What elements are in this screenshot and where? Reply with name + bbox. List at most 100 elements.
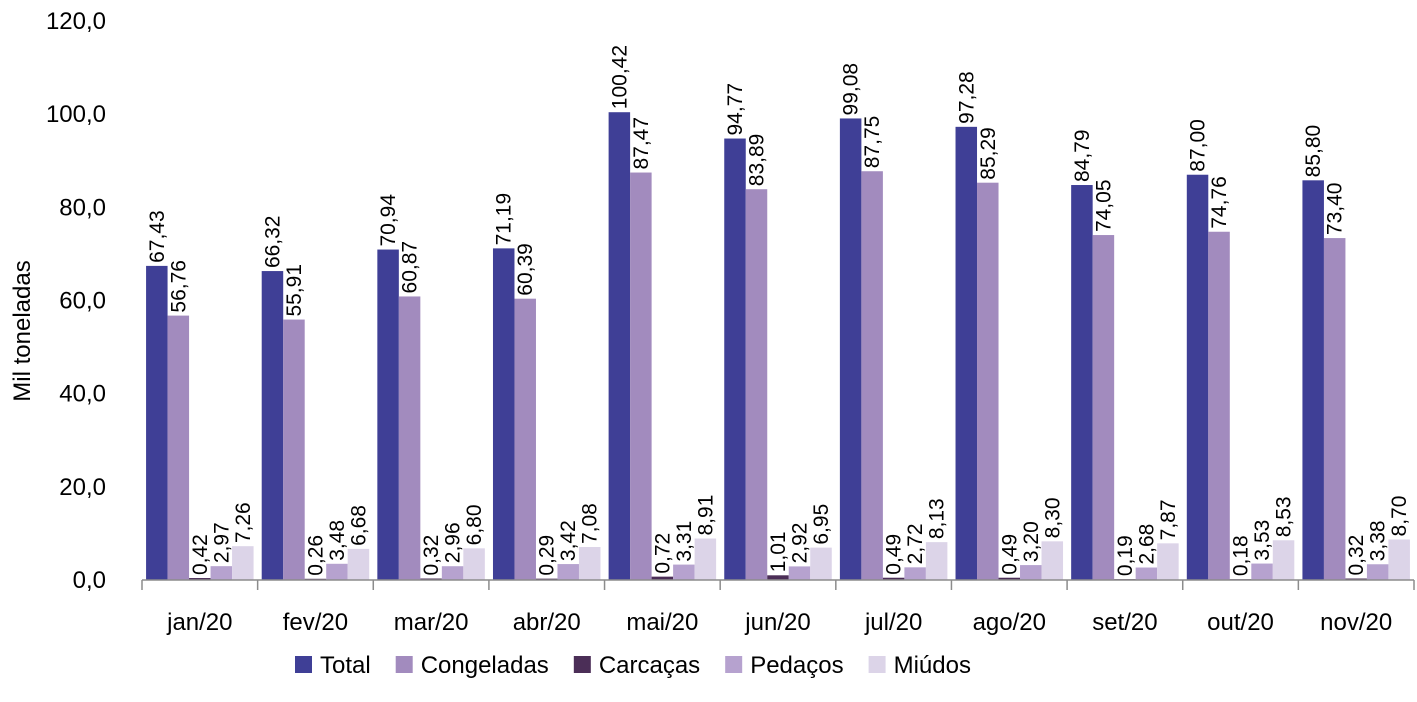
data-label: 84,79 [1071,129,1094,182]
x-tick-label: jun/20 [744,609,810,636]
bar [210,566,233,580]
bars [146,112,1410,581]
bar [673,564,695,580]
bar [998,577,1021,580]
data-label: 7,26 [232,502,255,543]
y-tick-label: 100,0 [46,101,106,128]
data-label: 2,92 [789,523,812,564]
data-label: 97,28 [955,71,978,124]
bar [904,567,926,580]
bar [767,575,789,580]
bar [283,319,305,580]
data-label: 2,72 [904,523,927,564]
data-label: 74,76 [1208,176,1231,229]
bar [1157,543,1179,580]
data-label: 0,42 [189,534,212,575]
data-label: 0,49 [998,534,1021,575]
bar [882,577,905,580]
legend-swatch [395,656,413,673]
y-tick-label: 60,0 [59,288,106,315]
y-tick-label: 0,0 [73,567,106,594]
legend-swatch [573,656,591,673]
data-label: 3,53 [1251,520,1274,561]
data-label: 94,77 [724,83,747,136]
x-tick-label: mai/20 [626,609,698,636]
bar [441,566,464,580]
y-tick-label: 120,0 [46,8,106,35]
bar [514,298,536,580]
x-tick-label: jan/20 [166,609,232,636]
bar [1020,565,1042,580]
data-label: 85,80 [1302,125,1325,178]
data-label: 74,05 [1092,179,1115,232]
bar [1135,567,1158,580]
bar [1071,185,1093,581]
bar [810,547,832,580]
data-label: 3,20 [1020,521,1043,562]
bar [745,189,768,581]
data-label: 2,68 [1135,524,1158,565]
data-labels: 67,43 66,32 70,94 71,19 100,42 94,77 99,08 97,2… [146,45,1411,576]
bar [492,248,515,581]
bar [955,126,978,580]
data-label: 0,72 [651,533,674,574]
bar [463,548,485,580]
bar [1208,231,1230,581]
data-label: 55,91 [283,264,306,317]
data-label: 8,13 [926,498,949,539]
data-label: 73,40 [1324,183,1347,236]
bar [189,578,211,580]
legend-label: Total [320,652,371,679]
data-label: 6,68 [347,505,370,546]
data-label: 60,39 [514,243,537,296]
bar [1041,541,1064,580]
data-label: 7,87 [1157,499,1180,540]
legend-label: Congeladas [421,652,549,679]
x-tick-label: mar/20 [394,609,469,636]
bar [1251,563,1273,580]
data-label: 3,42 [557,520,580,561]
bar [261,271,284,580]
y-axis-label: Mil toneladas [9,260,36,401]
data-label: 8,91 [694,495,717,536]
bar [1323,238,1346,580]
data-label: 0,32 [1345,535,1368,576]
data-label: 60,87 [399,241,422,294]
bar [724,138,746,580]
data-label: 99,08 [840,63,863,116]
bar [788,566,811,580]
data-label: 0,32 [420,535,443,576]
x-tick-label: out/20 [1207,609,1274,636]
data-label: 0,29 [536,535,559,576]
legend-swatch [868,656,886,673]
bar [977,182,999,581]
bar [1302,180,1324,580]
data-label: 87,47 [630,117,653,170]
data-label: 100,42 [608,45,631,109]
data-label: 6,95 [810,504,833,545]
bar [1092,235,1115,580]
data-label: 0,49 [883,534,906,575]
bar [839,118,862,580]
x-tick-label: set/20 [1092,609,1157,636]
legend-swatch [295,656,312,673]
data-label: 0,18 [1230,535,1253,576]
data-label: 7,08 [579,503,602,544]
legend: Total Congeladas Carcaças Pedaços Miúdos [295,652,971,679]
data-label: 67,43 [146,210,169,263]
data-label: 2,97 [210,522,233,563]
data-label: 0,26 [304,535,327,576]
bar [630,172,652,580]
bar [861,171,883,580]
data-label: 8,30 [1041,497,1064,538]
data-label: 8,53 [1273,496,1296,537]
data-label: 87,00 [1187,119,1210,172]
data-label: 1,01 [767,531,790,572]
bar [146,265,168,580]
bar [326,563,348,580]
bar [578,547,601,580]
data-label: 87,75 [861,116,884,169]
data-label: 2,96 [442,522,465,563]
x-tick-label: ago/20 [973,609,1046,636]
